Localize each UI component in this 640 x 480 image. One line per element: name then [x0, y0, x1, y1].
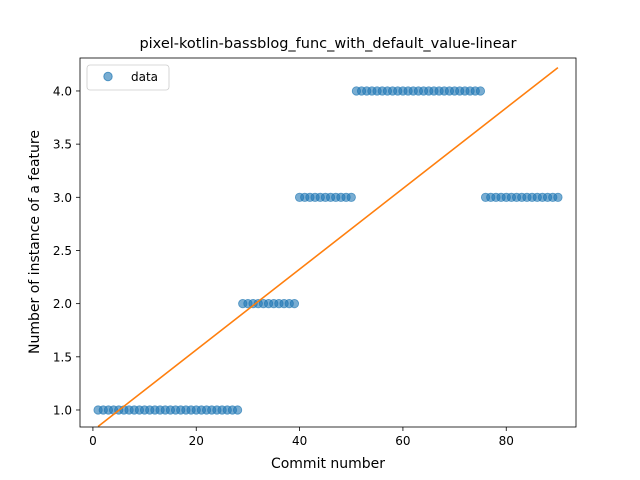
y-tick-label: 2.0	[53, 297, 72, 311]
plot-frame	[79, 57, 577, 428]
legend: data	[86, 64, 170, 91]
data-layer	[93, 66, 563, 428]
plot-area	[80, 58, 576, 427]
x-tick-label: 0	[89, 434, 97, 448]
x-axis-label: Commit number	[271, 456, 385, 472]
y-tick-label: 2.5	[53, 244, 72, 258]
fit-line	[97, 66, 559, 428]
data-point	[232, 405, 243, 415]
x-tick-label: 20	[189, 434, 204, 448]
data-point	[346, 192, 356, 202]
data-point	[289, 299, 300, 309]
data-point	[475, 86, 486, 96]
legend-marker-data	[103, 71, 113, 82]
y-tick-label: 4.0	[53, 84, 72, 98]
y-tick-label: 1.0	[53, 403, 72, 417]
legend-box	[86, 64, 170, 91]
data-point	[553, 192, 563, 202]
axes-layer: 0 20 40 60 80 1.0 1.5 2.0 2.5 3.0 3.5 4.0	[53, 84, 514, 448]
y-tick-label: 3.0	[53, 191, 72, 205]
legend-label-data: data	[131, 70, 158, 84]
y-tick-label: 3.5	[53, 138, 72, 152]
y-axis-label: Number of instance of a feature	[27, 130, 43, 354]
x-tick-label: 60	[395, 434, 410, 448]
y-tick-label: 1.5	[53, 350, 72, 364]
x-tick-label: 80	[499, 434, 514, 448]
x-tick-label: 40	[292, 434, 307, 448]
chart-title: pixel-kotlin-bassblog_func_with_default_…	[139, 36, 516, 52]
